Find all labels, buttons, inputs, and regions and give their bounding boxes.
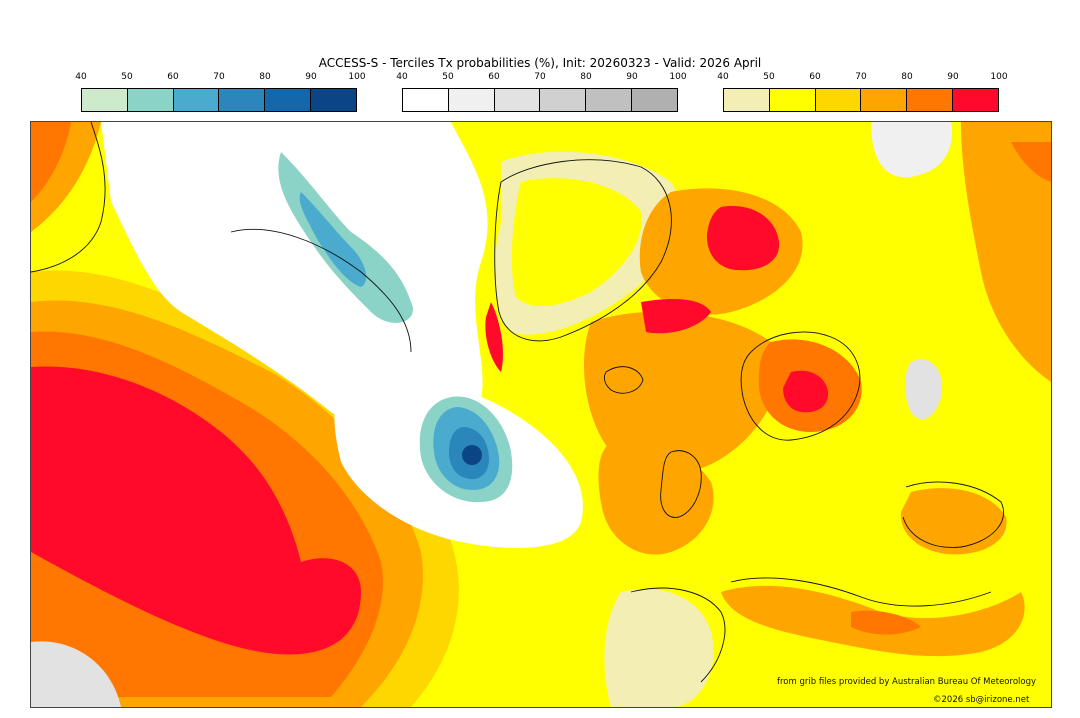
field-region bbox=[871, 122, 952, 178]
field-region bbox=[900, 488, 1007, 555]
field-region bbox=[485, 302, 503, 372]
colorbar-tick: 80 bbox=[580, 72, 592, 82]
colorbar-tick: 100 bbox=[990, 72, 1008, 82]
colorbar-tick: 100 bbox=[669, 72, 687, 82]
color-swatch bbox=[540, 89, 587, 111]
colorbar-tick: 70 bbox=[855, 72, 867, 82]
field-region bbox=[641, 299, 711, 334]
field-region bbox=[101, 122, 488, 441]
colorbar-swatches bbox=[81, 88, 357, 112]
field-region bbox=[604, 588, 714, 707]
colorbar-tick: 90 bbox=[305, 72, 317, 82]
colorbar-tick: 40 bbox=[75, 72, 87, 82]
colorbar-tick: 50 bbox=[442, 72, 454, 82]
color-swatch bbox=[494, 89, 541, 111]
colorbar-tick: 80 bbox=[259, 72, 271, 82]
color-swatch bbox=[861, 89, 908, 111]
colorbar-tick: 40 bbox=[396, 72, 408, 82]
alaska-coast bbox=[31, 122, 106, 273]
colorbar-tick: 90 bbox=[626, 72, 638, 82]
color-swatch bbox=[632, 89, 677, 111]
colorbar-ticks: 40 50 60 70 80 90 100 bbox=[75, 72, 365, 84]
color-swatch bbox=[219, 89, 266, 111]
colorbar-swatches bbox=[723, 88, 999, 112]
color-swatch bbox=[815, 89, 862, 111]
color-swatch bbox=[907, 89, 954, 111]
color-swatch bbox=[265, 89, 312, 111]
colorbar-tick: 60 bbox=[809, 72, 821, 82]
field-region bbox=[299, 192, 367, 287]
field-region bbox=[1011, 142, 1051, 182]
field-region bbox=[511, 178, 642, 307]
britain-coast bbox=[660, 450, 702, 518]
colorbar-tick: 80 bbox=[901, 72, 913, 82]
iceland-coast bbox=[603, 366, 644, 394]
field-region bbox=[278, 152, 413, 323]
colorbar-tick: 70 bbox=[534, 72, 546, 82]
scandinavia-coast bbox=[740, 331, 861, 441]
field-region bbox=[706, 206, 780, 271]
probability-map[interactable]: from grib files provided by Australian B… bbox=[30, 121, 1052, 708]
colorbar-tick: 70 bbox=[213, 72, 225, 82]
colorbar-tick: 50 bbox=[763, 72, 775, 82]
greenland-coast bbox=[494, 159, 672, 342]
black-sea-coast bbox=[902, 481, 1005, 548]
color-swatch bbox=[724, 89, 770, 111]
colorbar-tick: 60 bbox=[488, 72, 500, 82]
field-region bbox=[851, 610, 921, 635]
color-swatch bbox=[311, 89, 356, 111]
arctic-coast bbox=[230, 228, 412, 353]
iberia-coast bbox=[630, 587, 726, 683]
color-swatch bbox=[127, 89, 174, 111]
color-swatch bbox=[953, 89, 998, 111]
color-swatch bbox=[82, 89, 128, 111]
color-swatch bbox=[403, 89, 449, 111]
color-swatch bbox=[448, 89, 495, 111]
colorbar-tick: 100 bbox=[348, 72, 366, 82]
field-region bbox=[462, 445, 482, 465]
field-region bbox=[905, 359, 942, 420]
colorbar-near-normal: 40 50 60 70 80 90 100 bbox=[396, 72, 687, 112]
colorbar-tick: 60 bbox=[167, 72, 179, 82]
field-region bbox=[598, 439, 714, 555]
field-region bbox=[783, 370, 829, 413]
colorbar-tick: 40 bbox=[717, 72, 729, 82]
map-canvas bbox=[31, 122, 1051, 707]
field-region bbox=[31, 641, 121, 707]
chart-title: ACCESS-S - Terciles Tx probabilities (%)… bbox=[318, 56, 762, 70]
color-swatch bbox=[173, 89, 220, 111]
color-swatch bbox=[769, 89, 816, 111]
colorbar-ticks: 40 50 60 70 80 90 100 bbox=[396, 72, 686, 84]
copyright-credit: ©2026 sb@irizone.net bbox=[933, 695, 1030, 705]
color-swatch bbox=[586, 89, 633, 111]
field-region bbox=[583, 311, 779, 475]
colorbar-tick: 50 bbox=[121, 72, 133, 82]
colorbar-below-normal: 40 50 60 70 80 90 100 bbox=[75, 72, 366, 112]
field-region bbox=[961, 122, 1051, 382]
field-region bbox=[31, 366, 361, 655]
colorbar-above-normal: 40 50 60 70 80 90 100 bbox=[717, 72, 1008, 112]
coastlines bbox=[31, 122, 1005, 683]
colorbar-swatches bbox=[402, 88, 678, 112]
colorbar-ticks: 40 50 60 70 80 90 100 bbox=[717, 72, 1007, 84]
colorbar-tick: 90 bbox=[947, 72, 959, 82]
field-region bbox=[31, 122, 71, 202]
source-credit: from grib files provided by Australian B… bbox=[777, 677, 1037, 687]
mediterranean-coast bbox=[730, 577, 992, 607]
